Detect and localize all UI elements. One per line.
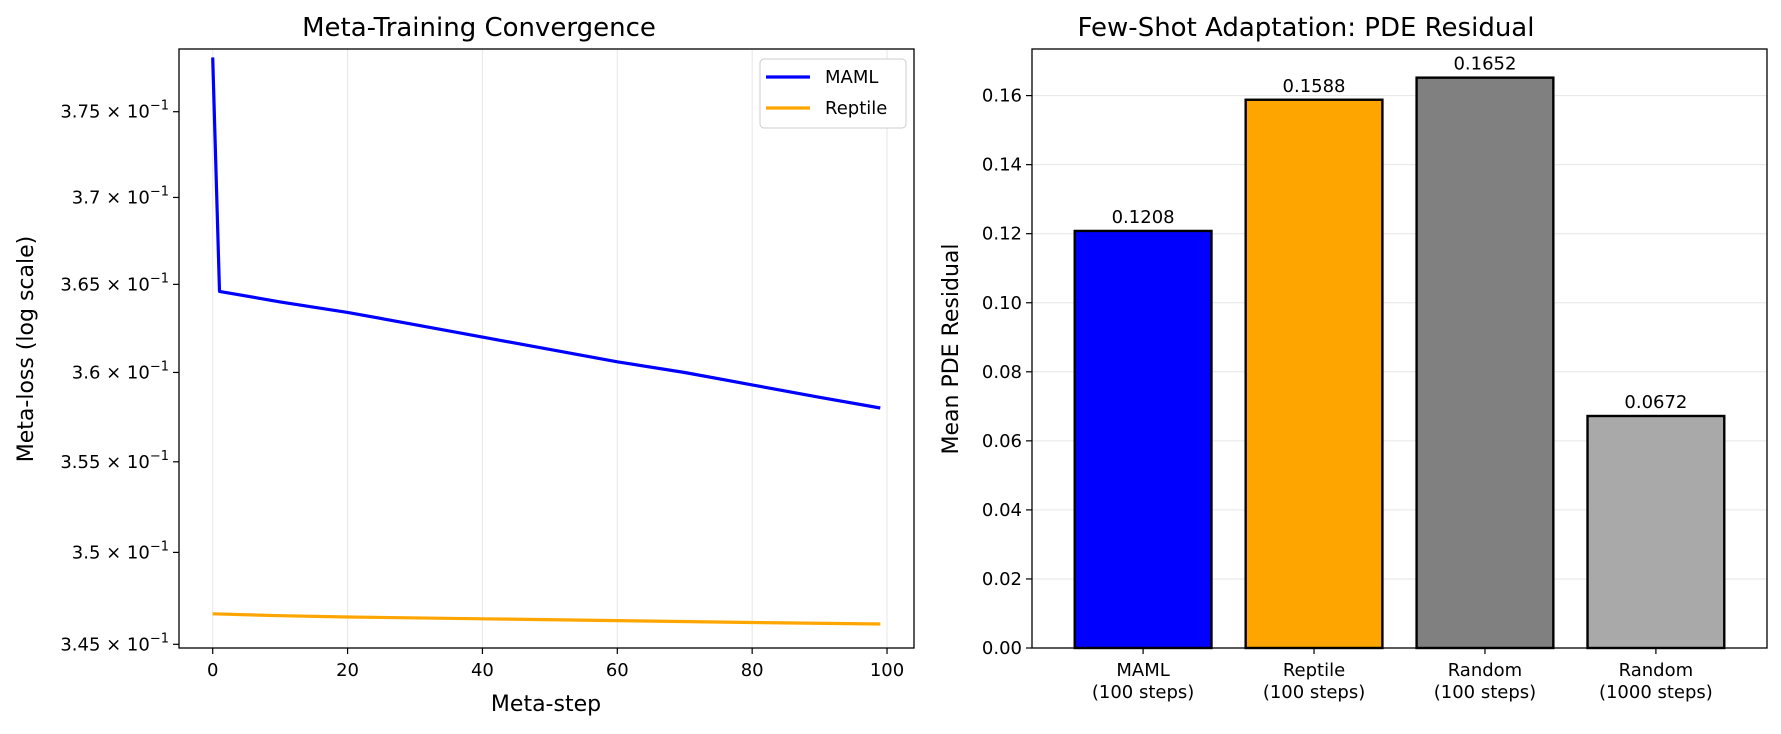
chart2-x-ticks: MAML(100 steps)Reptile(100 steps)Random(…	[1092, 648, 1713, 703]
chart1-x-tick-label: 100	[870, 660, 904, 681]
chart1-title: Meta-Training Convergence	[302, 13, 656, 43]
chart1-y-ticks: 3.45 × 10−1 3.5 × 10−1 3.55 × 10−1 3.6 × 10…	[60, 99, 179, 655]
chart2-y-tick-label: 0.12	[982, 224, 1022, 245]
chart2-y-tick-label: 0.04	[982, 500, 1022, 521]
chart1-y-tick-label: 3.55 × 10−1	[60, 449, 169, 473]
chart1-y-tick-label: 3.5 × 10−1	[72, 539, 169, 563]
chart2-plot-frame	[1031, 48, 1768, 649]
bar-value-label: 0.1208	[1112, 207, 1175, 228]
chart1-x-tick-label: 80	[741, 660, 764, 681]
chart2-x-tick-label: Reptile	[1283, 660, 1345, 681]
chart2-bars: 0.1208 0.1588 0.1652 0.0672	[1073, 54, 1726, 650]
bar	[1244, 98, 1384, 650]
chart2-title: Few-Shot Adaptation: PDE Residual	[1078, 13, 1535, 43]
adaptation-bar-chart: Few-Shot Adaptation: PDE Residual 0.1208…	[939, 13, 1768, 703]
bar	[1415, 76, 1555, 650]
chart1-y-tick-label: 3.7 × 10−1	[72, 184, 169, 208]
chart2-y-tick-label: 0.08	[982, 362, 1022, 383]
bar-value-label: 0.1652	[1453, 54, 1516, 75]
chart2-x-tick-label: (100 steps)	[1092, 682, 1194, 703]
legend-label-maml: MAML	[825, 67, 878, 88]
chart2-y-tick-label: 0.02	[982, 569, 1022, 590]
chart2-y-ticks: 0.00 0.02 0.04 0.06 0.08 0.10 0.12 0.14 0.16	[982, 86, 1032, 659]
chart2-x-tick-label: (1000 steps)	[1599, 682, 1713, 703]
chart1-y-tick-label: 3.65 × 10−1	[60, 271, 169, 295]
bar	[1073, 229, 1213, 650]
chart1-x-tick-label: 40	[471, 660, 494, 681]
chart1-gridlines	[212, 49, 888, 648]
bar-value-label: 0.0672	[1624, 392, 1687, 413]
chart1-x-ticks: 0 20 40 60 80 100	[207, 648, 904, 681]
chart1-series	[211, 57, 881, 626]
chart1-y-tick-label: 3.75 × 10−1	[60, 99, 169, 123]
chart1-plot-frame	[178, 48, 915, 649]
chart1-x-tick-label: 60	[606, 660, 629, 681]
chart2-x-tick-label: (100 steps)	[1263, 682, 1365, 703]
chart1-y-axis-label: Meta-loss (log scale)	[14, 236, 39, 462]
chart1-x-tick-label: 20	[336, 660, 359, 681]
chart1-y-tick-label: 3.6 × 10−1	[72, 359, 169, 383]
chart2-x-tick-label: Random	[1619, 660, 1694, 681]
chart1-x-tick-label: 0	[207, 660, 218, 681]
series-line-reptile	[212, 612, 881, 626]
chart2-y-tick-label: 0.10	[982, 293, 1022, 314]
chart2-y-axis-label: Mean PDE Residual	[939, 244, 964, 455]
chart1-y-tick-label: 3.45 × 10−1	[60, 631, 169, 655]
bar	[1586, 414, 1726, 650]
chart1-legend: MAML Reptile	[759, 58, 907, 129]
chart1-x-axis-label: Meta-step	[491, 692, 601, 717]
chart2-x-tick-label: Random	[1448, 660, 1523, 681]
chart2-x-tick-label: (100 steps)	[1434, 682, 1536, 703]
chart2-x-tick-label: MAML	[1116, 660, 1169, 681]
chart2-y-tick-label: 0.14	[982, 155, 1022, 176]
bar-value-label: 0.1588	[1283, 76, 1346, 97]
chart2-y-tick-label: 0.06	[982, 431, 1022, 452]
legend-label-reptile: Reptile	[825, 98, 887, 119]
series-line-maml	[211, 57, 881, 410]
meta-training-chart: Meta-Training Convergence 0 20 40 60 80 100 3…	[14, 13, 915, 717]
chart2-y-tick-label: 0.16	[982, 86, 1022, 107]
chart2-y-tick-label: 0.00	[982, 638, 1022, 659]
